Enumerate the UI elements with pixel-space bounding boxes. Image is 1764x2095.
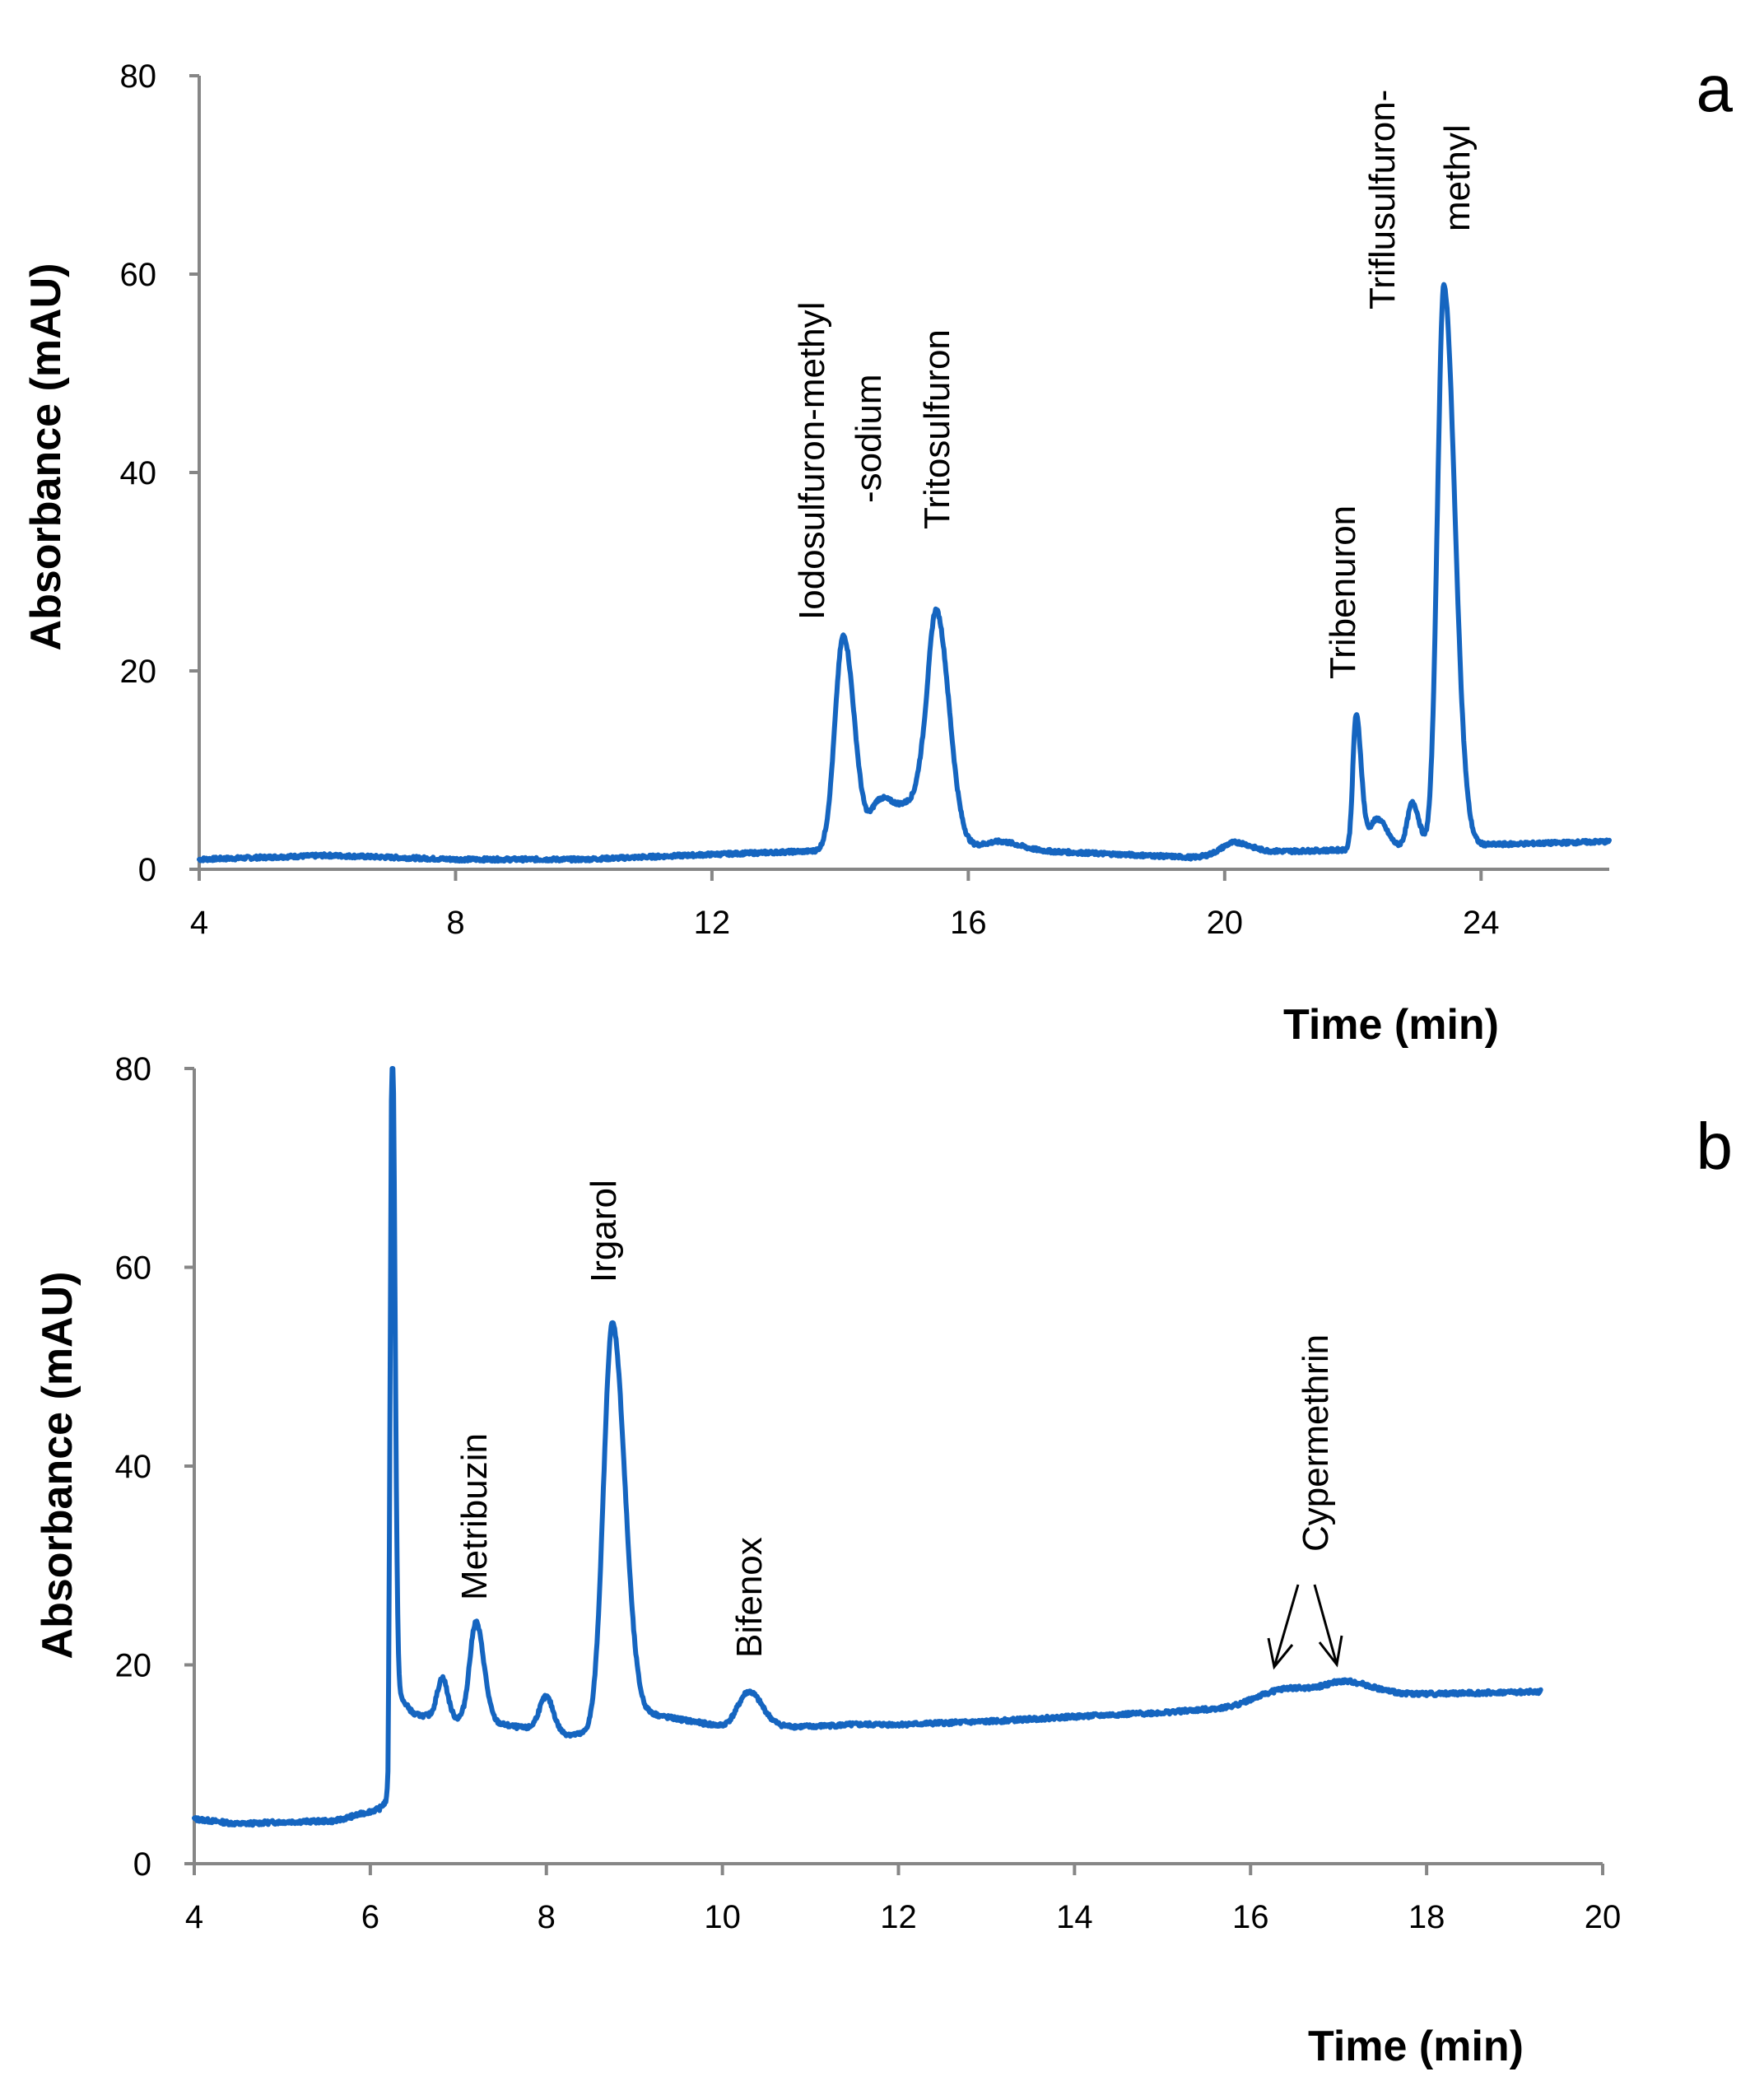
peak-label-iodosulfuron-line2: -sodium [849,375,889,504]
panel-a-chromatogram-trace [197,282,1612,864]
panel-a-x-axis-title: Time (min) [1283,1001,1499,1049]
panel-b-y-axis-title-text: Absorbance (mAU) [34,1272,81,1660]
peak-label-bifenox: Bifenox [729,1537,770,1658]
panel-b-y-ticks: 0 20 40 60 80 [115,1051,194,1883]
cypermethrin-arrowhead-left [1267,1637,1294,1670]
panel-b-x-axis-title: Time (min) [1308,2023,1524,2070]
y-tick-label: 0 [138,852,156,888]
cypermethrin-arrowhead-right [1318,1635,1343,1668]
x-tick-label: 8 [446,905,464,941]
panel-a-y-ticks: 0 20 40 60 80 [120,58,199,888]
x-tick-label: 8 [538,1899,556,1935]
x-tick-label: 16 [950,905,987,941]
y-tick-label: 20 [120,654,157,690]
y-tick-label: 60 [115,1250,152,1287]
y-tick-label: 20 [115,1648,152,1684]
x-tick-label: 12 [880,1899,917,1935]
panel-a: a Absorbance (mAU) Time (min) 020406080 … [22,52,1734,1049]
panel-b-letter: b [1697,1110,1734,1183]
x-tick-label: 16 [1232,1899,1269,1935]
peak-label-cypermethrin: Cypermethrin [1296,1334,1336,1552]
x-tick-label: 4 [190,905,208,941]
x-tick-label: 10 [704,1899,741,1935]
panel-a-x-ticks: 4 8 12 16 20 24 [190,869,1500,941]
panel-a-y-axis-title: Absorbance (mAU) [22,263,70,651]
peak-label-triflusulfuron-line1: Triflusulfuron- [1362,90,1403,310]
x-tick-label: 14 [1056,1899,1093,1935]
y-tick-label: 0 [133,1846,151,1883]
x-tick-label: 24 [1463,905,1500,941]
peak-label-iodosulfuron-line1: Iodosulfuron-methyl [792,302,832,620]
panel-b-y-axis-title: Absorbance (mAU) [34,1272,81,1660]
x-tick-label: 20 [1585,1899,1622,1935]
y-tick-label: 80 [115,1051,152,1087]
y-tick-label: 60 [120,257,157,293]
peak-label-irgarol: Irgarol [584,1180,624,1283]
panel-b-chromatogram-trace [192,1066,1543,1828]
y-tick-label: 40 [120,455,157,491]
panel-a-letter: a [1697,52,1734,125]
x-tick-label: 20 [1207,905,1244,941]
peak-label-tribenuron: Tribenuron [1323,505,1363,679]
cypermethrin-arrow-left [1273,1584,1300,1668]
x-tick-label: 4 [185,1899,203,1935]
x-tick-label: 18 [1408,1899,1445,1935]
x-tick-label: 6 [361,1899,379,1935]
y-tick-label: 80 [120,58,157,95]
cypermethrin-arrows [1267,1584,1343,1670]
peak-label-triflusulfuron-line2: methyl [1437,124,1478,231]
panel-b: b Absorbance (mAU) Time (min) 020406080 … [34,1051,1733,2070]
y-tick-label: 40 [115,1449,152,1485]
panel-b-x-ticks: 4 6 8 10 12 14 16 18 20 [185,1864,1621,1935]
peak-label-metribuzin: Metribuzin [454,1433,495,1600]
peak-label-tritosulfuron: Tritosulfuron [917,329,957,529]
cypermethrin-arrow-right [1313,1584,1338,1665]
x-tick-label: 12 [694,905,731,941]
panel-a-y-axis-title-text: Absorbance (mAU) [22,263,70,651]
